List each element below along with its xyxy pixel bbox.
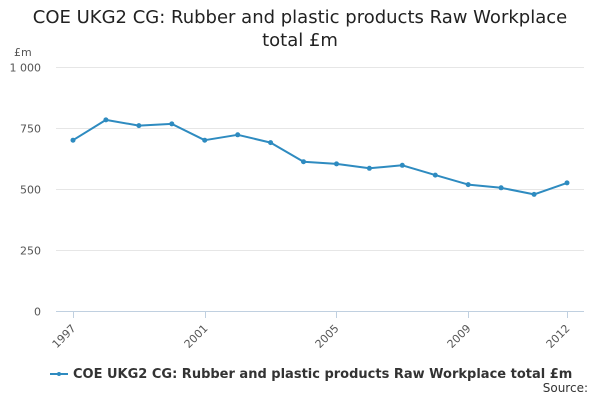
data-point xyxy=(465,182,471,188)
data-point xyxy=(136,123,142,129)
legend-label: COE UKG2 CG: Rubber and plastic products… xyxy=(73,366,573,382)
data-point xyxy=(202,137,208,143)
y-axis-label: £m xyxy=(14,46,32,59)
data-point xyxy=(564,180,570,186)
axes xyxy=(56,311,584,318)
data-point xyxy=(103,117,109,123)
x-tick-label: 1997 xyxy=(50,322,79,351)
source-label: Source: xyxy=(542,381,588,395)
legend-marker xyxy=(57,372,61,376)
tick-labels: 0 250 500 750 1 000 £m 1997 2001 2005 2009 2012 xyxy=(10,46,573,351)
x-tick-label: 2009 xyxy=(445,322,474,351)
gridlines xyxy=(56,67,584,251)
y-tick-label: 250 xyxy=(20,245,41,258)
series-line xyxy=(72,118,568,196)
chart-title: COE UKG2 CG: Rubber and plastic products… xyxy=(0,6,600,52)
series-layer xyxy=(70,117,570,197)
legend-swatch xyxy=(50,369,68,379)
y-tick-label: 750 xyxy=(20,123,41,136)
data-point xyxy=(399,162,405,168)
chart-title-line-1: COE UKG2 CG: Rubber and plastic products… xyxy=(32,7,568,28)
data-point xyxy=(235,132,241,138)
chart-title-line-2: total £m xyxy=(262,30,338,51)
data-point xyxy=(498,185,504,191)
y-tick-label: 0 xyxy=(34,306,41,319)
data-point xyxy=(70,137,76,143)
legend[interactable]: COE UKG2 CG: Rubber and plastic products… xyxy=(50,365,572,383)
data-point xyxy=(366,165,372,171)
y-tick-label: 1 000 xyxy=(10,62,42,75)
y-tick-label: 500 xyxy=(20,184,41,197)
data-point xyxy=(334,161,339,167)
x-tick-label: 2001 xyxy=(182,322,211,351)
x-tick-label: 2005 xyxy=(313,322,342,351)
data-point xyxy=(268,140,274,146)
data-point xyxy=(531,191,537,197)
data-point xyxy=(301,159,306,165)
x-tick-label: 2012 xyxy=(544,322,573,351)
data-point xyxy=(169,121,175,127)
data-point xyxy=(432,172,438,178)
